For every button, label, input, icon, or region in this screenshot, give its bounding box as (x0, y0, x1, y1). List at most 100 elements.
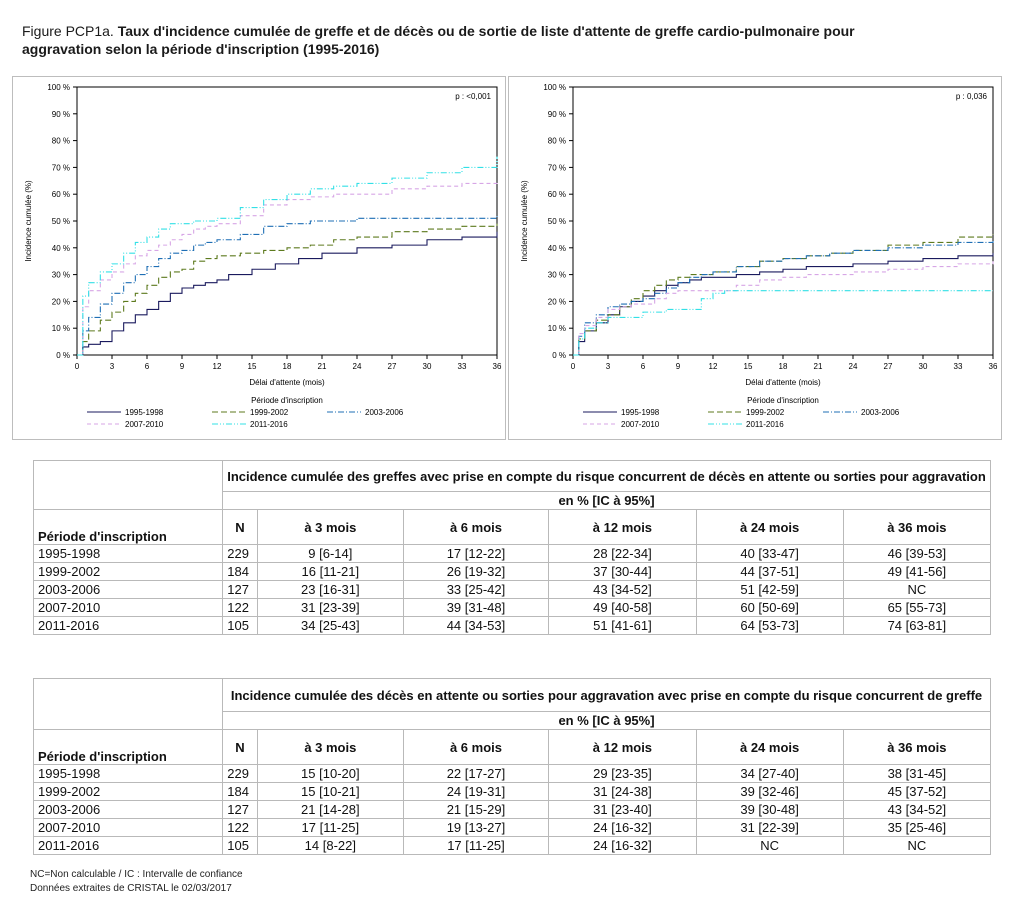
x-tick-label: 27 (388, 362, 397, 371)
y-tick-label: 50 % (52, 217, 70, 226)
series-line-1999-2002 (573, 234, 994, 356)
table-header: Incidence cumulée des décès en attente o… (222, 678, 991, 712)
cell-period: 2011-2016 (33, 836, 223, 855)
x-tick-label: 6 (145, 362, 150, 371)
cell-value: 28 [22-34] (548, 544, 697, 563)
table-row: 1995-1998 229 15 [10-20] 22 [17-27] 29 [23-3… (33, 764, 992, 783)
legend-entry: 1995-1998 (621, 408, 660, 417)
cell-value: 33 [25-42] (402, 580, 550, 599)
table-subheader: en % [IC à 95%] (222, 711, 991, 730)
cell-value: 9 [6-14] (257, 544, 404, 563)
cell-value: 14 [8-22] (257, 836, 404, 855)
cell-period: 1999-2002 (33, 562, 223, 581)
legend-entry: 2011-2016 (250, 420, 288, 429)
y-tick-label: 20 % (548, 297, 566, 306)
cell-value: 26 [19-32] (402, 562, 550, 581)
cell-value: 43 [34-52] (548, 580, 697, 599)
col-36m: à 36 mois (842, 509, 992, 545)
table-row: 2007-2010 122 31 [23-39] 39 [31-48] 49 [40-5… (33, 598, 992, 617)
table-corner (33, 678, 223, 730)
x-tick-label: 12 (213, 362, 222, 371)
cell-value: 31 [23-39] (257, 598, 404, 617)
figure-prefix: Figure PCP1a. (22, 23, 114, 39)
x-tick-label: 0 (75, 362, 80, 371)
x-tick-label: 15 (248, 362, 257, 371)
cell-value: 40 [33-47] (695, 544, 844, 563)
cell-value: 24 [19-31] (402, 782, 550, 801)
chart-deaths-svg: 0 % 10 % 20 % 30 % 40 % 50 % 60 % 70 % 80 % 90 % 1… (520, 83, 998, 429)
y-tick-label: 30 % (548, 271, 566, 280)
legend-entry: 1995-1998 (125, 408, 164, 417)
y-tick-label: 60 % (548, 190, 566, 199)
cell-n: 229 (222, 544, 258, 563)
x-tick-label: 6 (641, 362, 646, 371)
figure-title-text: Taux d'incidence cumulée de greffe et de… (22, 23, 855, 57)
legend-entry: 2003-2006 (365, 408, 404, 417)
footnote-abbrev: NC=Non calculable / IC : Intervalle de c… (30, 869, 243, 880)
table-row: 2007-2010 122 17 [11-25] 19 [13-27] 24 [16-3… (33, 818, 992, 837)
x-tick-label: 33 (458, 362, 467, 371)
y-tick-label: 80 % (548, 137, 566, 146)
cell-n: 122 (222, 598, 258, 617)
chart-panel-grafts: 0 % 10 % 20 % 30 % 40 % 50 % 60 % 70 % 80 % 90 % 1… (12, 76, 506, 440)
y-tick-label: 90 % (52, 110, 70, 119)
cell-value: 46 [39-53] (842, 544, 992, 563)
y-tick-label: 10 % (548, 324, 566, 333)
cell-period: 1995-1998 (33, 764, 223, 783)
y-axis-label: Incidence cumulée (%) (520, 180, 529, 262)
x-tick-label: 21 (814, 362, 823, 371)
y-tick-label: 70 % (52, 163, 70, 172)
col-3m: à 3 mois (257, 729, 404, 765)
x-tick-label: 21 (318, 362, 327, 371)
cell-value: 19 [13-27] (402, 818, 550, 837)
cell-value: 24 [16-32] (548, 836, 697, 855)
footnote-source: Données extraites de CRISTAL le 02/03/20… (30, 883, 232, 894)
series-line-1995-1998 (77, 231, 498, 356)
x-tick-label: 3 (110, 362, 115, 371)
cell-value: 38 [31-45] (842, 764, 992, 783)
y-tick-label: 30 % (52, 271, 70, 280)
cell-n: 229 (222, 764, 258, 783)
x-tick-label: 36 (493, 362, 502, 371)
cell-n: 122 (222, 818, 258, 837)
y-tick-label: 0 % (552, 351, 566, 360)
col-period: Période d'inscription (33, 509, 223, 545)
table-header: Incidence cumulée des greffes avec prise… (222, 460, 991, 492)
x-tick-label: 33 (954, 362, 963, 371)
cell-n: 184 (222, 562, 258, 581)
series-line-2007-2010 (573, 261, 994, 356)
cell-value: 23 [16-31] (257, 580, 404, 599)
cell-value: 39 [32-46] (695, 782, 844, 801)
cell-period: 2003-2006 (33, 800, 223, 819)
table-corner (33, 460, 223, 510)
x-tick-label: 18 (283, 362, 292, 371)
legend-title: Période d'inscription (747, 396, 819, 405)
plot-frame (572, 86, 994, 356)
x-tick-label: 27 (884, 362, 893, 371)
x-tick-label: 12 (709, 362, 718, 371)
cell-value: 17 [11-25] (257, 818, 404, 837)
cell-value: NC (695, 836, 844, 855)
cell-value: 44 [37-51] (695, 562, 844, 581)
x-tick-label: 24 (353, 362, 362, 371)
cell-value: 35 [25-46] (842, 818, 992, 837)
table-row: 2003-2006 127 21 [14-28] 21 [15-29] 31 [23-4… (33, 800, 992, 819)
cell-value: 15 [10-20] (257, 764, 404, 783)
legend-entry: 2011-2016 (746, 420, 784, 429)
y-tick-label: 100 % (47, 83, 70, 92)
col-6m: à 6 mois (402, 509, 550, 545)
cell-value: 44 [34-53] (402, 616, 550, 635)
y-tick-label: 10 % (52, 324, 70, 333)
table-row: 2011-2016 105 34 [25-43] 44 [34-53] 51 [41-6… (33, 616, 992, 635)
table-subheader: en % [IC à 95%] (222, 491, 991, 510)
y-tick-label: 70 % (548, 163, 566, 172)
cell-value: NC (842, 836, 992, 855)
col-36m: à 36 mois (842, 729, 992, 765)
series-line-2011-2016 (77, 156, 498, 356)
cell-value: 15 [10-21] (257, 782, 404, 801)
table-row: 1999-2002 184 16 [11-21] 26 [19-32] 37 [30-4… (33, 562, 992, 581)
table-row: 1999-2002 184 15 [10-21] 24 [19-31] 31 [24-3… (33, 782, 992, 801)
x-tick-label: 30 (919, 362, 928, 371)
p-value: p : <0,001 (455, 92, 491, 101)
chart-grafts-svg: 0 % 10 % 20 % 30 % 40 % 50 % 60 % 70 % 80 % 90 % 1… (24, 83, 502, 429)
